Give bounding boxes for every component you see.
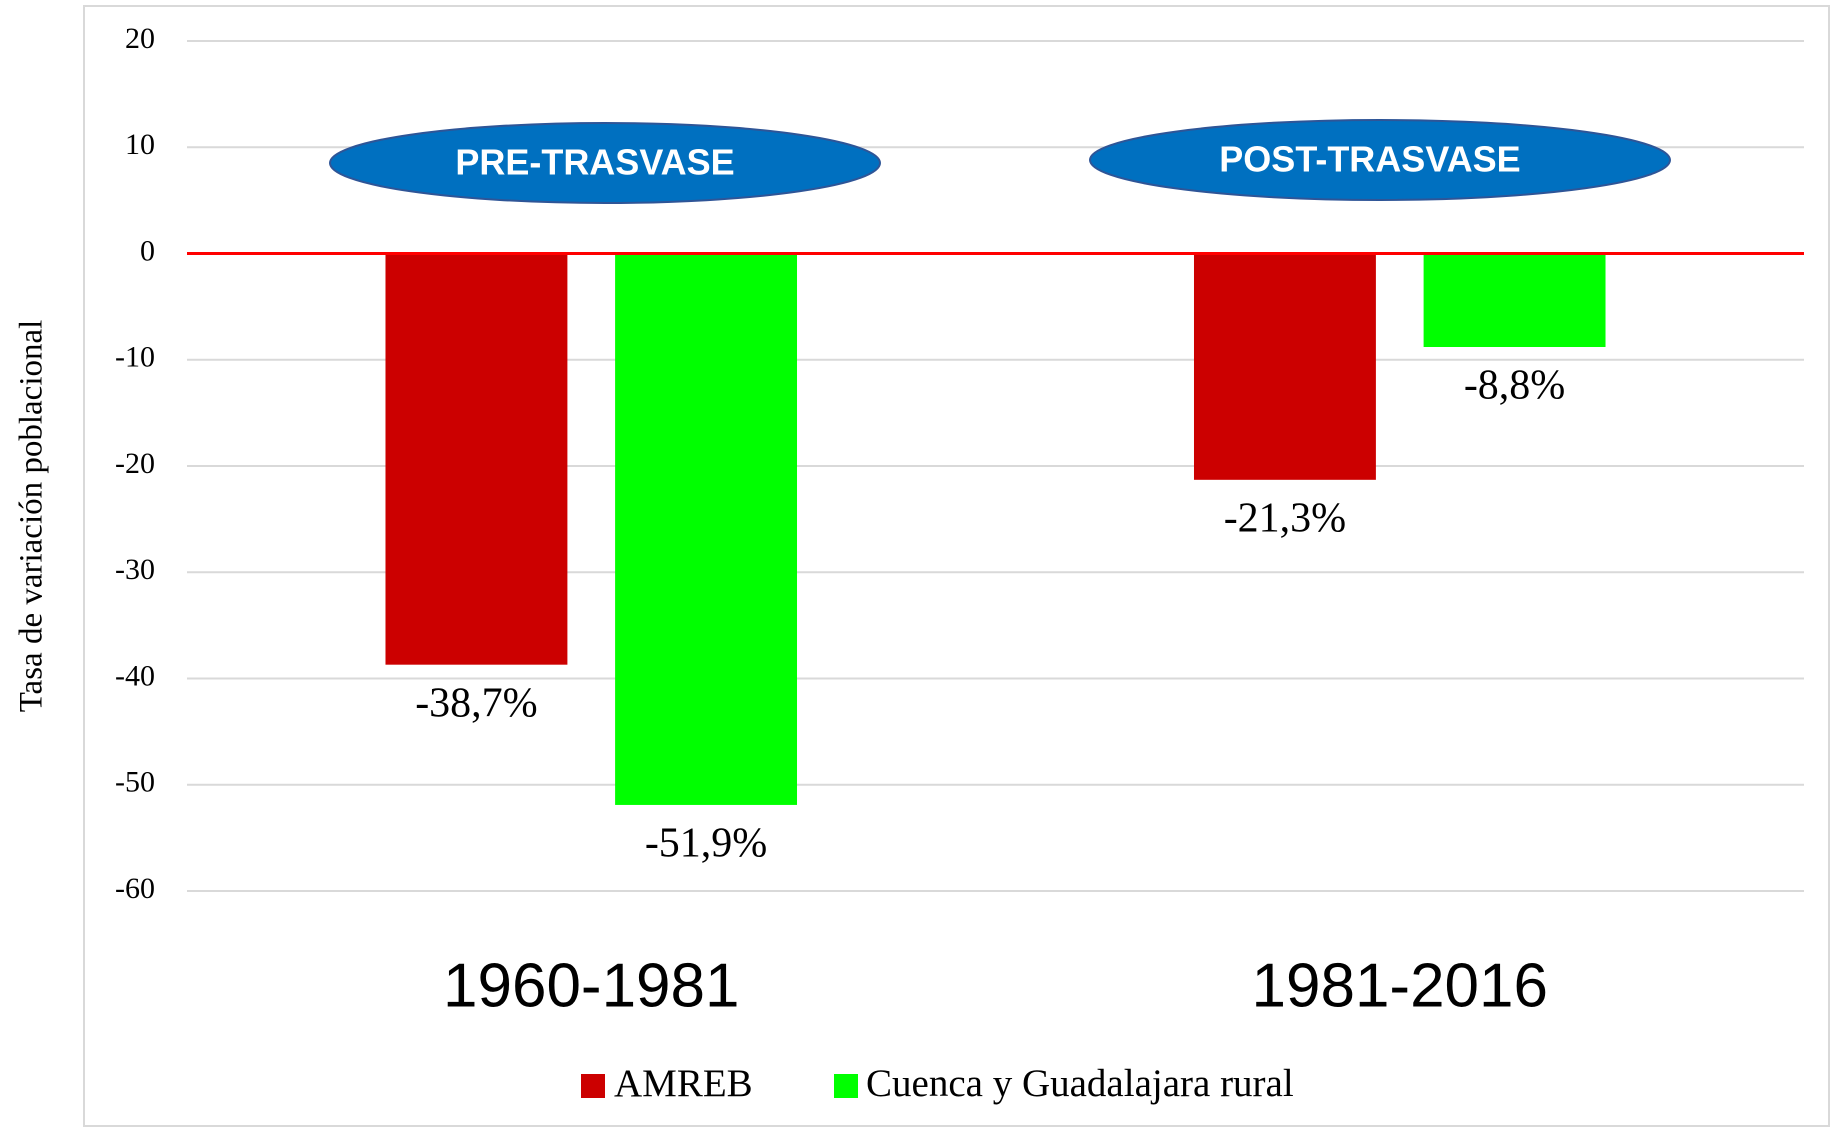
- y-tick-label: -60: [115, 872, 155, 905]
- bar: [615, 253, 798, 805]
- legend-label: Cuenca y Guadalajara rural: [866, 1062, 1294, 1105]
- y-tick-label: -20: [115, 447, 155, 480]
- y-tick-label: -50: [115, 766, 155, 799]
- x-tick-label: 1981-2016: [1252, 951, 1549, 1020]
- legend-swatch: [581, 1074, 605, 1098]
- y-tick-label: 0: [140, 234, 155, 267]
- bar: [1193, 253, 1376, 480]
- data-label: -38,7%: [415, 680, 537, 726]
- y-tick-label: 10: [125, 128, 155, 161]
- y-tick-label: -10: [115, 341, 155, 374]
- bar: [1423, 253, 1606, 347]
- y-tick-label: -40: [115, 659, 155, 692]
- annotation-ellipse: [329, 122, 881, 204]
- annotation-ellipse: [1089, 119, 1671, 201]
- data-label: -21,3%: [1224, 495, 1346, 541]
- annotation-text: POST-TRASVASE: [1219, 139, 1520, 180]
- chart-frame: [83, 5, 1830, 1127]
- y-tick-label: -30: [115, 553, 155, 586]
- legend-swatch: [834, 1074, 858, 1098]
- data-label: -51,9%: [645, 821, 767, 867]
- y-tick-label: 20: [125, 22, 155, 55]
- bar: [385, 253, 568, 665]
- x-tick-label: 1960-1981: [443, 951, 740, 1020]
- y-axis-label: Tasa de variación poblacional: [14, 320, 50, 713]
- annotation-text: PRE-TRASVASE: [455, 142, 734, 183]
- data-label: -8,8%: [1464, 363, 1565, 409]
- legend-label: AMREB: [614, 1062, 753, 1105]
